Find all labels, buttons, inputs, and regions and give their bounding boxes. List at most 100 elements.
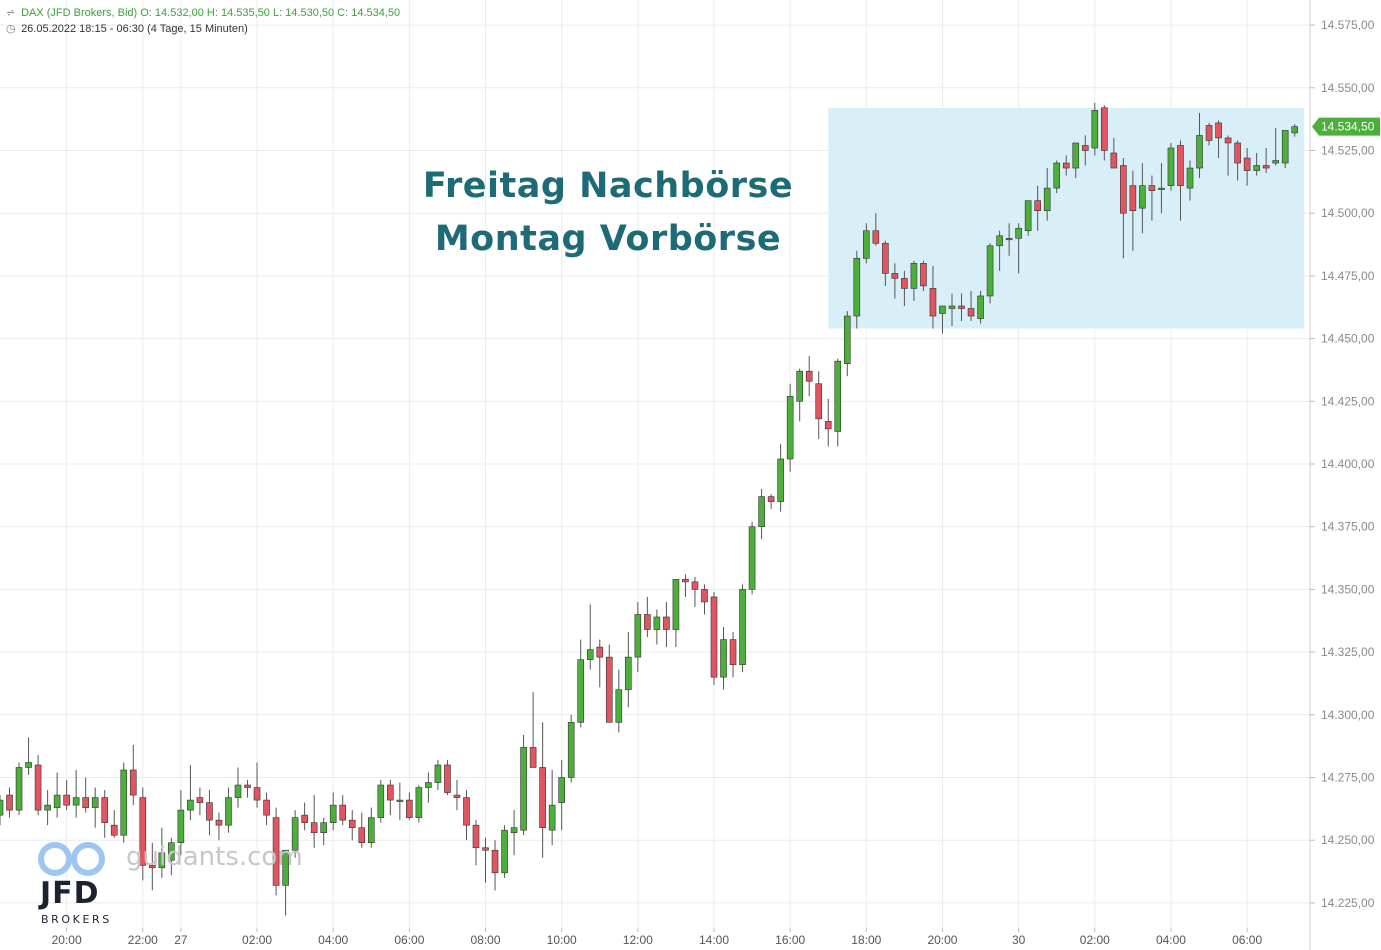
candle: [482, 837, 489, 883]
candle: [958, 293, 965, 322]
candle-body: [1158, 187, 1165, 190]
candle: [377, 780, 385, 823]
candle-body: [1005, 237, 1013, 241]
candle: [234, 767, 242, 808]
x-tick-label: 27: [174, 933, 188, 947]
candle-body: [701, 589, 708, 603]
candle: [1091, 102, 1099, 156]
candle-body: [25, 762, 32, 768]
candle: [615, 669, 623, 733]
candle: [1148, 175, 1156, 221]
candle: [824, 398, 832, 447]
candle-body: [1081, 145, 1089, 151]
candle: [415, 785, 423, 823]
candle-body: [653, 616, 661, 630]
range-info: ◷ 26.05.2022 18:15 - 06:30 (4 Tage, 15 M…: [6, 22, 248, 35]
candle: [53, 772, 61, 818]
candle-body: [510, 827, 518, 833]
candle-body: [739, 589, 746, 665]
candle-body: [853, 258, 861, 317]
candle: [843, 311, 851, 377]
candle-body: [1234, 142, 1241, 164]
candle-body: [253, 787, 261, 801]
annotation-line-1: Freitag Nachbörse: [422, 166, 794, 206]
candle: [225, 787, 232, 833]
candle-body: [491, 849, 499, 874]
candle-body: [777, 458, 784, 502]
candle: [739, 584, 746, 673]
x-tick-label: 20:00: [927, 933, 957, 947]
candle: [348, 810, 356, 841]
candle-body: [177, 809, 185, 844]
y-tick-label: 14.450,00: [1321, 332, 1375, 346]
x-tick-label: 16:00: [775, 933, 805, 947]
candle-body: [586, 649, 594, 660]
candle: [1281, 130, 1289, 169]
candle: [91, 787, 99, 828]
candle: [767, 494, 775, 510]
candle: [701, 584, 708, 615]
candle: [291, 810, 299, 858]
candle: [796, 368, 803, 422]
y-axis-labels: 14.225,00 14.250,00 14.275,00 14.300,00 14.3…: [1310, 18, 1375, 910]
candle: [1034, 185, 1041, 231]
candle: [539, 722, 546, 858]
candle: [25, 737, 32, 776]
candle: [758, 489, 765, 540]
candle: [1139, 163, 1146, 234]
candle: [1272, 127, 1279, 166]
candle-body: [91, 797, 99, 808]
candle-body: [482, 847, 489, 851]
candle-body: [1034, 200, 1041, 211]
candle-body: [1167, 147, 1175, 186]
candle-body: [367, 817, 375, 844]
candle-body: [44, 804, 51, 811]
x-tick-label: 14:00: [699, 933, 729, 947]
candle-body: [244, 784, 251, 788]
candle-body: [1062, 162, 1070, 169]
candle-body: [834, 360, 842, 432]
candle: [1205, 122, 1213, 146]
candle-body: [615, 689, 623, 723]
y-tick-label: 14.350,00: [1321, 582, 1375, 596]
candle-body: [748, 526, 756, 590]
candle: [168, 837, 175, 876]
candle: [1186, 160, 1194, 201]
candle: [929, 265, 937, 329]
candle: [1167, 142, 1175, 191]
candle: [1177, 140, 1184, 221]
candle-body: [663, 616, 670, 630]
y-tick-label: 14.250,00: [1321, 833, 1375, 847]
candle-body: [101, 797, 109, 823]
candle-body: [910, 263, 918, 289]
y-tick-label: 14.550,00: [1321, 81, 1375, 95]
candle: [520, 734, 527, 836]
candle: [34, 754, 42, 816]
candle-body: [444, 764, 451, 793]
candle-body: [234, 784, 242, 798]
candle: [901, 270, 908, 306]
x-tick-label: 02:00: [1080, 933, 1110, 947]
candle: [863, 223, 870, 264]
candle-body: [1262, 165, 1270, 169]
candle-body: [786, 395, 794, 460]
candle-body: [805, 370, 813, 382]
y-tick-label: 14.425,00: [1321, 394, 1375, 408]
candle: [653, 609, 661, 645]
candle-body: [529, 747, 537, 768]
candle: [329, 792, 337, 831]
candle-body: [986, 245, 994, 297]
candle-body: [1101, 107, 1108, 151]
x-tick-label: 02:00: [242, 933, 272, 947]
y-tick-label: 14.325,00: [1321, 645, 1375, 659]
guidants-logo-icon: [38, 842, 105, 876]
candle: [748, 521, 756, 595]
candle-body: [958, 305, 965, 309]
candle: [891, 263, 899, 299]
candle: [1081, 135, 1089, 166]
candle-body: [824, 421, 832, 430]
y-tick-label: 14.525,00: [1321, 143, 1375, 157]
candle-body: [272, 817, 280, 886]
candle: [1072, 142, 1080, 179]
